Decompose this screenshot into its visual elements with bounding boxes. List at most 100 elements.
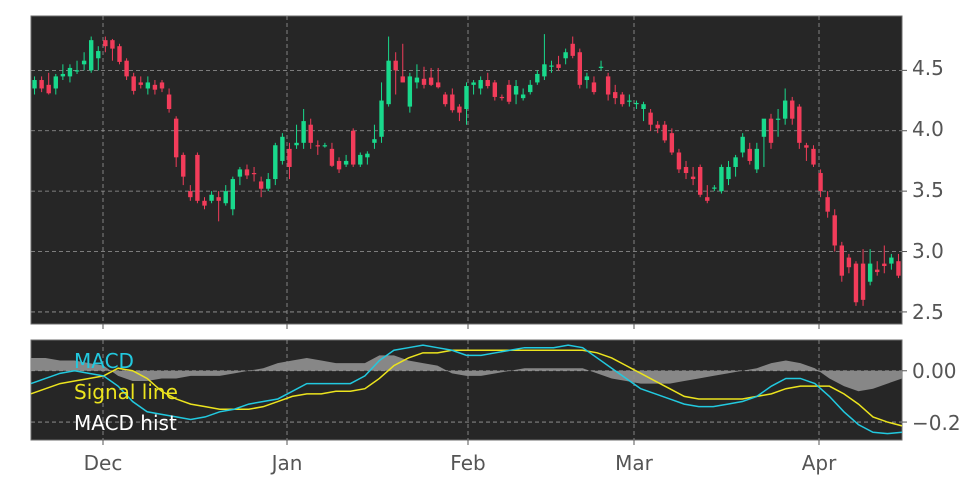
candle-body-101 xyxy=(747,148,752,161)
candle-body-61 xyxy=(464,86,469,110)
candle-body-36 xyxy=(287,148,292,167)
candle-33 xyxy=(266,173,271,192)
candle-84 xyxy=(627,94,632,107)
candle-body-89 xyxy=(662,124,667,141)
candle-body-72 xyxy=(542,64,547,77)
candle-body-43 xyxy=(336,160,342,170)
candle-body-13 xyxy=(124,60,129,77)
candle-body-75 xyxy=(563,52,568,59)
candle-98 xyxy=(726,160,731,186)
candle-body-120 xyxy=(882,263,887,267)
candle-62 xyxy=(471,80,476,95)
candle-38 xyxy=(301,109,306,149)
candle-66 xyxy=(499,94,505,101)
candle-34 xyxy=(273,142,278,186)
candle-74 xyxy=(556,55,561,71)
candle-body-85 xyxy=(634,102,639,105)
candle-72 xyxy=(542,34,547,81)
candle-body-30 xyxy=(244,169,250,176)
candle-body-66 xyxy=(499,96,505,99)
candle-body-99 xyxy=(733,157,738,167)
candle-body-119 xyxy=(875,269,880,273)
candle-104 xyxy=(768,113,774,149)
candle-30 xyxy=(244,164,250,180)
candle-92 xyxy=(683,160,689,180)
candle-body-42 xyxy=(329,148,335,166)
candle-59 xyxy=(450,88,455,113)
candle-body-64 xyxy=(485,80,490,87)
macd-y-tick-neg-0-2: −0.2 xyxy=(912,411,961,435)
candle-body-73 xyxy=(549,65,554,67)
candle-13 xyxy=(124,58,129,81)
candle-body-9 xyxy=(96,51,101,59)
candle-body-79 xyxy=(591,82,597,93)
candle-105 xyxy=(775,109,781,137)
candle-body-95 xyxy=(705,197,710,201)
candle-18 xyxy=(159,80,165,93)
macd-hist-area xyxy=(31,355,902,392)
candle-29 xyxy=(237,166,243,186)
candle-116 xyxy=(853,261,859,306)
candle-body-83 xyxy=(620,94,625,105)
candle-body-27 xyxy=(223,191,228,204)
candle-106 xyxy=(782,88,788,125)
candle-body-33 xyxy=(266,179,271,189)
candle-body-98 xyxy=(726,166,731,180)
candle-body-16 xyxy=(145,82,151,89)
price-y-tick-4-5: 4.5 xyxy=(912,56,944,80)
candle-body-108 xyxy=(797,106,802,143)
candle-85 xyxy=(634,100,639,110)
candle-body-96 xyxy=(712,187,717,189)
candle-89 xyxy=(662,121,667,143)
candle-17 xyxy=(152,80,158,95)
candle-body-7 xyxy=(81,60,87,65)
candle-11 xyxy=(110,38,115,61)
candle-body-46 xyxy=(358,154,363,165)
candle-body-39 xyxy=(308,124,313,143)
x-tick-label-mar: Mar xyxy=(615,451,654,475)
candle-body-11 xyxy=(110,40,115,49)
candle-body-17 xyxy=(152,84,158,90)
candle-body-81 xyxy=(605,76,611,95)
candle-44 xyxy=(343,154,349,167)
candle-86 xyxy=(641,101,646,122)
candle-101 xyxy=(747,142,752,165)
candle-99 xyxy=(733,154,738,177)
candle-body-41 xyxy=(322,145,328,147)
candle-118 xyxy=(867,249,873,286)
candle-body-50 xyxy=(386,60,391,105)
candle-body-65 xyxy=(492,82,498,97)
candle-111 xyxy=(818,169,823,198)
candle-body-54 xyxy=(414,77,420,83)
candle-54 xyxy=(414,64,420,89)
macd-line xyxy=(30,344,903,435)
candle-body-15 xyxy=(138,82,143,85)
candle-body-116 xyxy=(853,263,859,303)
price-panel-background xyxy=(30,15,903,325)
candle-body-2 xyxy=(46,84,51,94)
candle-body-6 xyxy=(74,70,80,72)
candle-90 xyxy=(669,128,675,155)
candle-body-111 xyxy=(818,173,823,192)
candle-body-67 xyxy=(506,84,512,102)
candle-55 xyxy=(421,66,427,89)
candle-body-77 xyxy=(577,52,582,85)
candle-80 xyxy=(598,60,604,71)
candle-body-78 xyxy=(584,76,590,81)
candle-body-109 xyxy=(804,145,809,148)
candle-body-82 xyxy=(613,92,618,99)
price-grid xyxy=(31,16,902,324)
candle-76 xyxy=(570,36,575,59)
candle-body-70 xyxy=(528,84,533,93)
candle-body-68 xyxy=(513,86,519,95)
candle-75 xyxy=(563,48,568,65)
candle-94 xyxy=(697,164,703,198)
x-tick-label-dec: Dec xyxy=(84,451,123,475)
candle-64 xyxy=(485,72,490,89)
candle-45 xyxy=(351,128,356,167)
candle-body-52 xyxy=(400,76,405,83)
candle-19 xyxy=(166,88,172,113)
candle-26 xyxy=(216,191,221,222)
candle-body-3 xyxy=(53,76,58,89)
candle-91 xyxy=(676,148,682,174)
